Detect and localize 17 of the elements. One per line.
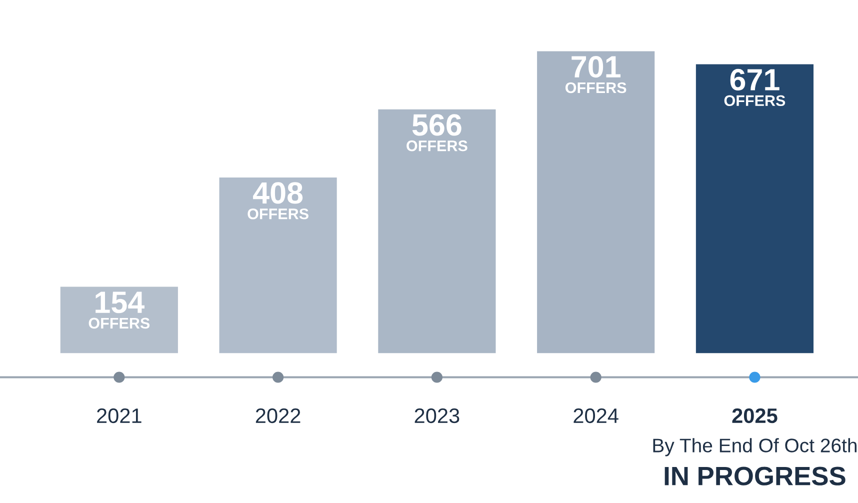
x-tick-label: 2022 [256, 408, 300, 424]
x-tick-label: 2021 [97, 408, 142, 424]
text: By The End Of Oct 26th [653, 438, 857, 456]
text: IN PROGRESS [664, 466, 846, 486]
bar [219, 177, 337, 354]
x-tick-label: 2023 [414, 408, 460, 424]
bar [60, 286, 178, 354]
bar [378, 109, 496, 354]
x-tick-label: 2024 [574, 408, 618, 424]
data-label: 671 OFFERS [724, 68, 786, 106]
data-label: 154 OFFERS [88, 292, 150, 329]
data-label: 701 OFFERS [565, 56, 626, 94]
bar [537, 51, 655, 354]
x-tick-label: 2025 [732, 408, 778, 424]
bar [696, 64, 814, 354]
data-label: 566 OFFERS [406, 114, 468, 152]
data-label: 408 OFFERS [248, 182, 308, 220]
